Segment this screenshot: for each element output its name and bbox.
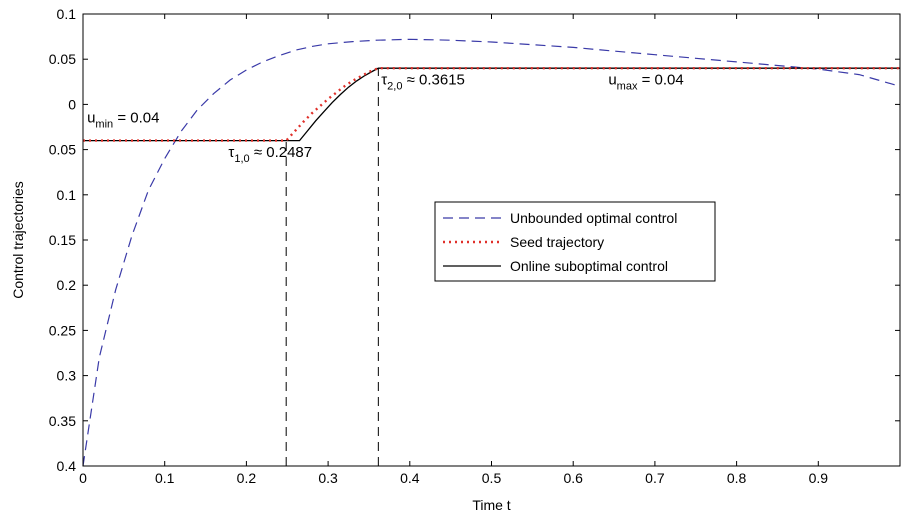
legend-entry: Online suboptimal control xyxy=(510,258,668,274)
y-tick-label: 0.35 xyxy=(49,413,76,429)
ticks-layer: 0 0.1 0.2 0.3 0.4 0.5 0.6 0.7 0.8 0.9 0.1 0.05 0 0.05… xyxy=(49,6,900,486)
x-tick-label: 0.6 xyxy=(563,470,583,486)
y-tick-label: 0.25 xyxy=(49,322,76,338)
y-tick-label: 0.05 xyxy=(49,51,76,67)
y-tick-label: 0.1 xyxy=(57,187,77,203)
annotation-umax: umax = 0.04 xyxy=(608,72,683,93)
y-tick-label: 0.15 xyxy=(49,232,76,248)
x-tick-label: 0.4 xyxy=(400,470,420,486)
annotation-layer: umin = 0.04 τ1,0 ≈ 0.2487 τ2,0 ≈ 0.3615 uma… xyxy=(87,72,684,165)
x-axis-label: Time t xyxy=(472,497,510,513)
series-layer xyxy=(82,38,901,467)
x-tick-label: 0 xyxy=(79,470,87,486)
legend-box xyxy=(434,201,716,282)
x-tick-label: 0.7 xyxy=(645,470,665,486)
annotation-tau2: τ2,0 ≈ 0.3615 xyxy=(381,72,465,93)
x-tick-label: 0.8 xyxy=(727,470,747,486)
x-tick-label: 0.2 xyxy=(237,470,257,486)
y-tick-label: 0.2 xyxy=(57,277,77,293)
y-tick-label: 0 xyxy=(68,96,76,112)
y-tick-label: 0.4 xyxy=(57,458,77,474)
series-unbounded-optimal-control xyxy=(82,38,901,467)
y-tick-label: 0.05 xyxy=(49,142,76,158)
annotation-tau1: τ1,0 ≈ 0.2487 xyxy=(228,144,312,165)
annotation-umin: umin = 0.04 xyxy=(87,109,159,130)
y-tick-label: 0.3 xyxy=(57,368,77,384)
x-tick-label: 0.3 xyxy=(318,470,338,486)
legend: Unbounded optimal control Seed trajectory… xyxy=(434,201,716,282)
y-tick-label: 0.1 xyxy=(57,6,77,22)
x-tick-label: 0.9 xyxy=(809,470,829,486)
x-tick-label: 0.5 xyxy=(482,470,502,486)
legend-entry: Unbounded optimal control xyxy=(510,210,677,226)
legend-entry: Seed trajectory xyxy=(510,234,604,250)
series-online-suboptimal-control xyxy=(83,67,900,142)
series-seed-trajectory xyxy=(83,66,900,142)
x-tick-label: 0.1 xyxy=(155,470,175,486)
y-axis-label: Control trajectories xyxy=(10,181,26,299)
